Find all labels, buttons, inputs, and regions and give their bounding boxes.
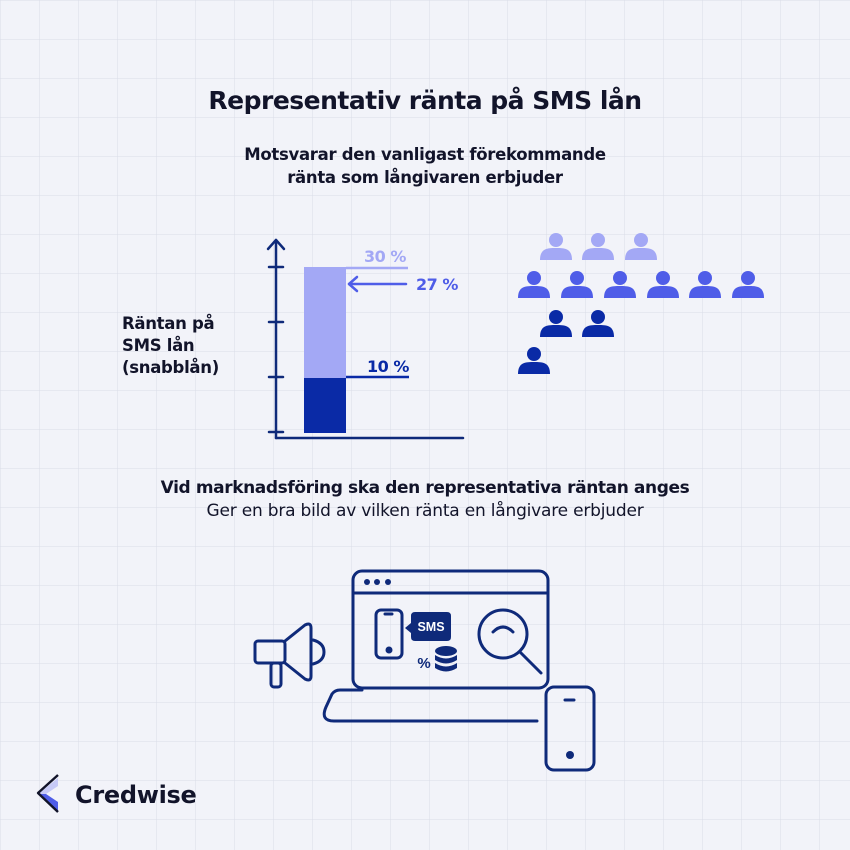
page-subtitle: Motsvarar den vanligast förekommande rän… xyxy=(0,143,850,189)
percent-icon: % xyxy=(417,655,430,672)
sms-bubble xyxy=(405,612,451,641)
window-dot xyxy=(385,579,391,585)
chart-y-label: Räntan på SMS lån (snabblån) xyxy=(122,313,219,379)
credwise-logo-icon xyxy=(36,774,59,813)
brand-name: Credwise xyxy=(75,781,197,809)
phone-icon xyxy=(374,608,404,660)
mobile-button xyxy=(566,751,574,759)
base-bar xyxy=(304,378,346,433)
y-label-line-3: (snabblån) xyxy=(122,358,219,377)
window-dot xyxy=(374,579,380,585)
page-title: Representativ ränta på SMS lån xyxy=(208,86,642,115)
search-icon xyxy=(477,608,543,675)
arrow-left-icon xyxy=(347,275,408,293)
window-dot xyxy=(364,579,370,585)
sms-text: SMS xyxy=(417,620,444,634)
min-rate-label: 10 % xyxy=(367,357,409,376)
caption-text: Ger en bra bild av vilken ränta en långi… xyxy=(206,501,644,521)
y-label-line-1: Räntan på xyxy=(122,314,215,333)
caption-heading: Vid marknadsföring ska den representativ… xyxy=(160,478,690,498)
mobile-phone-icon xyxy=(544,685,596,772)
megaphone-icon xyxy=(253,622,326,689)
max-rate-label: 30 % xyxy=(364,247,406,266)
subtitle-line-2: ränta som långivaren erbjuder xyxy=(287,168,563,187)
y-label-line-2: SMS lån xyxy=(122,336,195,355)
chart-axes xyxy=(266,238,465,440)
laptop-screen xyxy=(351,569,550,690)
subtitle-line-1: Motsvarar den vanligast förekommande xyxy=(244,145,606,164)
laptop-base xyxy=(322,688,539,723)
phone-button xyxy=(385,646,393,654)
range-bar xyxy=(304,267,346,378)
representative-rate-label: 27 % xyxy=(416,275,458,294)
coins-icon xyxy=(435,646,457,672)
